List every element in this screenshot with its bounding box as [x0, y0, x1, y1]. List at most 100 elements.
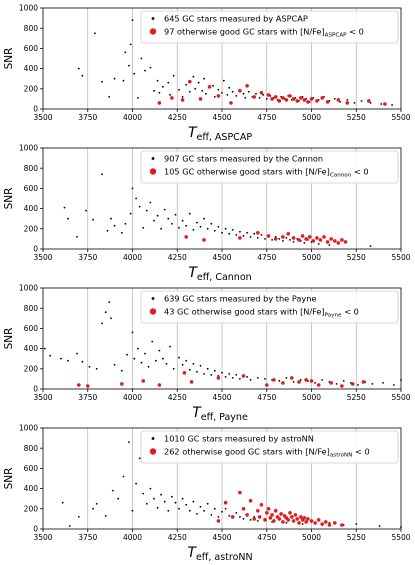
- data-point: [185, 503, 188, 506]
- data-point: [355, 523, 358, 525]
- data-point: [194, 87, 197, 90]
- data-point: [178, 507, 180, 510]
- legend-entry-label: 1010 GC stars measured by astroNN: [164, 434, 314, 444]
- data-point: [260, 234, 263, 236]
- data-point: [278, 380, 281, 382]
- data-point-negative-nfe: [322, 235, 326, 239]
- data-point: [192, 362, 195, 365]
- y-tick-label: 600: [24, 184, 39, 193]
- data-point-negative-nfe: [318, 238, 323, 242]
- data-point: [264, 238, 266, 240]
- data-point: [178, 226, 180, 229]
- data-point-negative-nfe: [182, 371, 187, 375]
- data-point: [196, 370, 198, 373]
- data-point-negative-nfe: [313, 521, 317, 525]
- x-tick-label: 3500: [33, 533, 52, 542]
- data-point: [246, 231, 249, 234]
- data-point: [140, 57, 143, 60]
- data-point: [101, 173, 103, 176]
- legend-marker: [149, 28, 157, 35]
- data-point-negative-nfe: [223, 500, 228, 505]
- data-point: [135, 482, 138, 485]
- data-point-negative-nfe: [77, 383, 81, 387]
- y-tick-label: 1000: [19, 424, 38, 433]
- y-tick-label: 1000: [19, 144, 38, 153]
- data-point-negative-nfe: [333, 521, 337, 525]
- y-tick-label: 0: [33, 385, 38, 394]
- data-point: [167, 509, 170, 512]
- data-point: [382, 382, 384, 384]
- data-point: [249, 519, 252, 521]
- data-point: [154, 359, 157, 362]
- legend-entry-label: 97 otherwise good GC stars with [N/Fe]AS…: [164, 27, 364, 39]
- data-point: [145, 209, 148, 212]
- data-point: [346, 99, 349, 101]
- data-point-negative-nfe: [383, 102, 387, 106]
- x-tick-label: 5250: [347, 253, 366, 262]
- data-point: [113, 363, 116, 366]
- data-point-negative-nfe: [299, 96, 303, 100]
- legend-marker: [149, 308, 157, 315]
- y-tick-label: 200: [24, 84, 39, 93]
- data-point: [380, 103, 383, 105]
- data-point-negative-nfe: [252, 95, 256, 99]
- data-point: [299, 379, 302, 381]
- y-axis-label: SNR: [3, 188, 15, 210]
- data-point: [205, 92, 207, 95]
- data-point-negative-nfe: [255, 231, 260, 235]
- data-point: [339, 101, 341, 103]
- series-2: [77, 371, 366, 388]
- data-point: [144, 69, 146, 72]
- x-tick-label: 3750: [78, 393, 97, 402]
- data-point: [153, 219, 155, 222]
- series-2: [184, 231, 348, 245]
- data-point-negative-nfe: [315, 236, 319, 240]
- data-point-negative-nfe: [309, 379, 314, 383]
- data-point-negative-nfe: [238, 89, 242, 93]
- data-point: [185, 83, 188, 86]
- data-point: [63, 206, 66, 209]
- y-axis-label: SNR: [3, 48, 15, 70]
- data-point: [111, 489, 114, 492]
- legend: 645 GC stars measured by ASPCAP 97 otherw…: [140, 10, 399, 44]
- data-point-negative-nfe: [291, 97, 296, 101]
- data-point-negative-nfe: [367, 99, 371, 103]
- data-point: [169, 345, 172, 348]
- x-tick-label: 4250: [168, 393, 187, 402]
- data-point: [174, 213, 177, 216]
- data-point: [138, 205, 141, 208]
- data-point: [169, 94, 172, 96]
- x-tick-label: 5000: [302, 393, 321, 402]
- data-point-negative-nfe: [141, 379, 145, 383]
- data-point-negative-nfe: [259, 91, 264, 95]
- data-point: [192, 500, 195, 503]
- data-point-negative-nfe: [272, 378, 276, 382]
- data-point: [228, 232, 231, 235]
- data-point: [231, 90, 234, 93]
- data-point: [95, 367, 98, 370]
- data-point: [113, 77, 116, 80]
- data-point-negative-nfe: [238, 490, 242, 495]
- data-point: [181, 96, 184, 98]
- data-point: [203, 217, 206, 220]
- data-point-negative-nfe: [316, 518, 321, 522]
- y-tick-label: 200: [24, 504, 39, 513]
- x-tick-label: 3500: [33, 253, 52, 262]
- data-point-negative-nfe: [307, 235, 312, 239]
- data-point: [228, 373, 231, 375]
- data-point: [289, 239, 291, 241]
- data-point-negative-nfe: [311, 239, 316, 243]
- y-tick-label: 400: [24, 64, 39, 73]
- data-point: [188, 509, 191, 512]
- data-point: [256, 237, 259, 239]
- y-tick-label: 800: [24, 24, 39, 33]
- data-point: [126, 353, 128, 356]
- data-point: [158, 91, 161, 94]
- y-tick-label: 1000: [19, 4, 38, 13]
- data-point: [101, 322, 103, 325]
- data-point: [104, 515, 107, 517]
- data-point: [127, 441, 130, 443]
- legend-entry-label: 907 GC stars measured by the Cannon: [164, 154, 323, 164]
- data-point: [201, 89, 204, 92]
- data-point-negative-nfe: [216, 94, 221, 98]
